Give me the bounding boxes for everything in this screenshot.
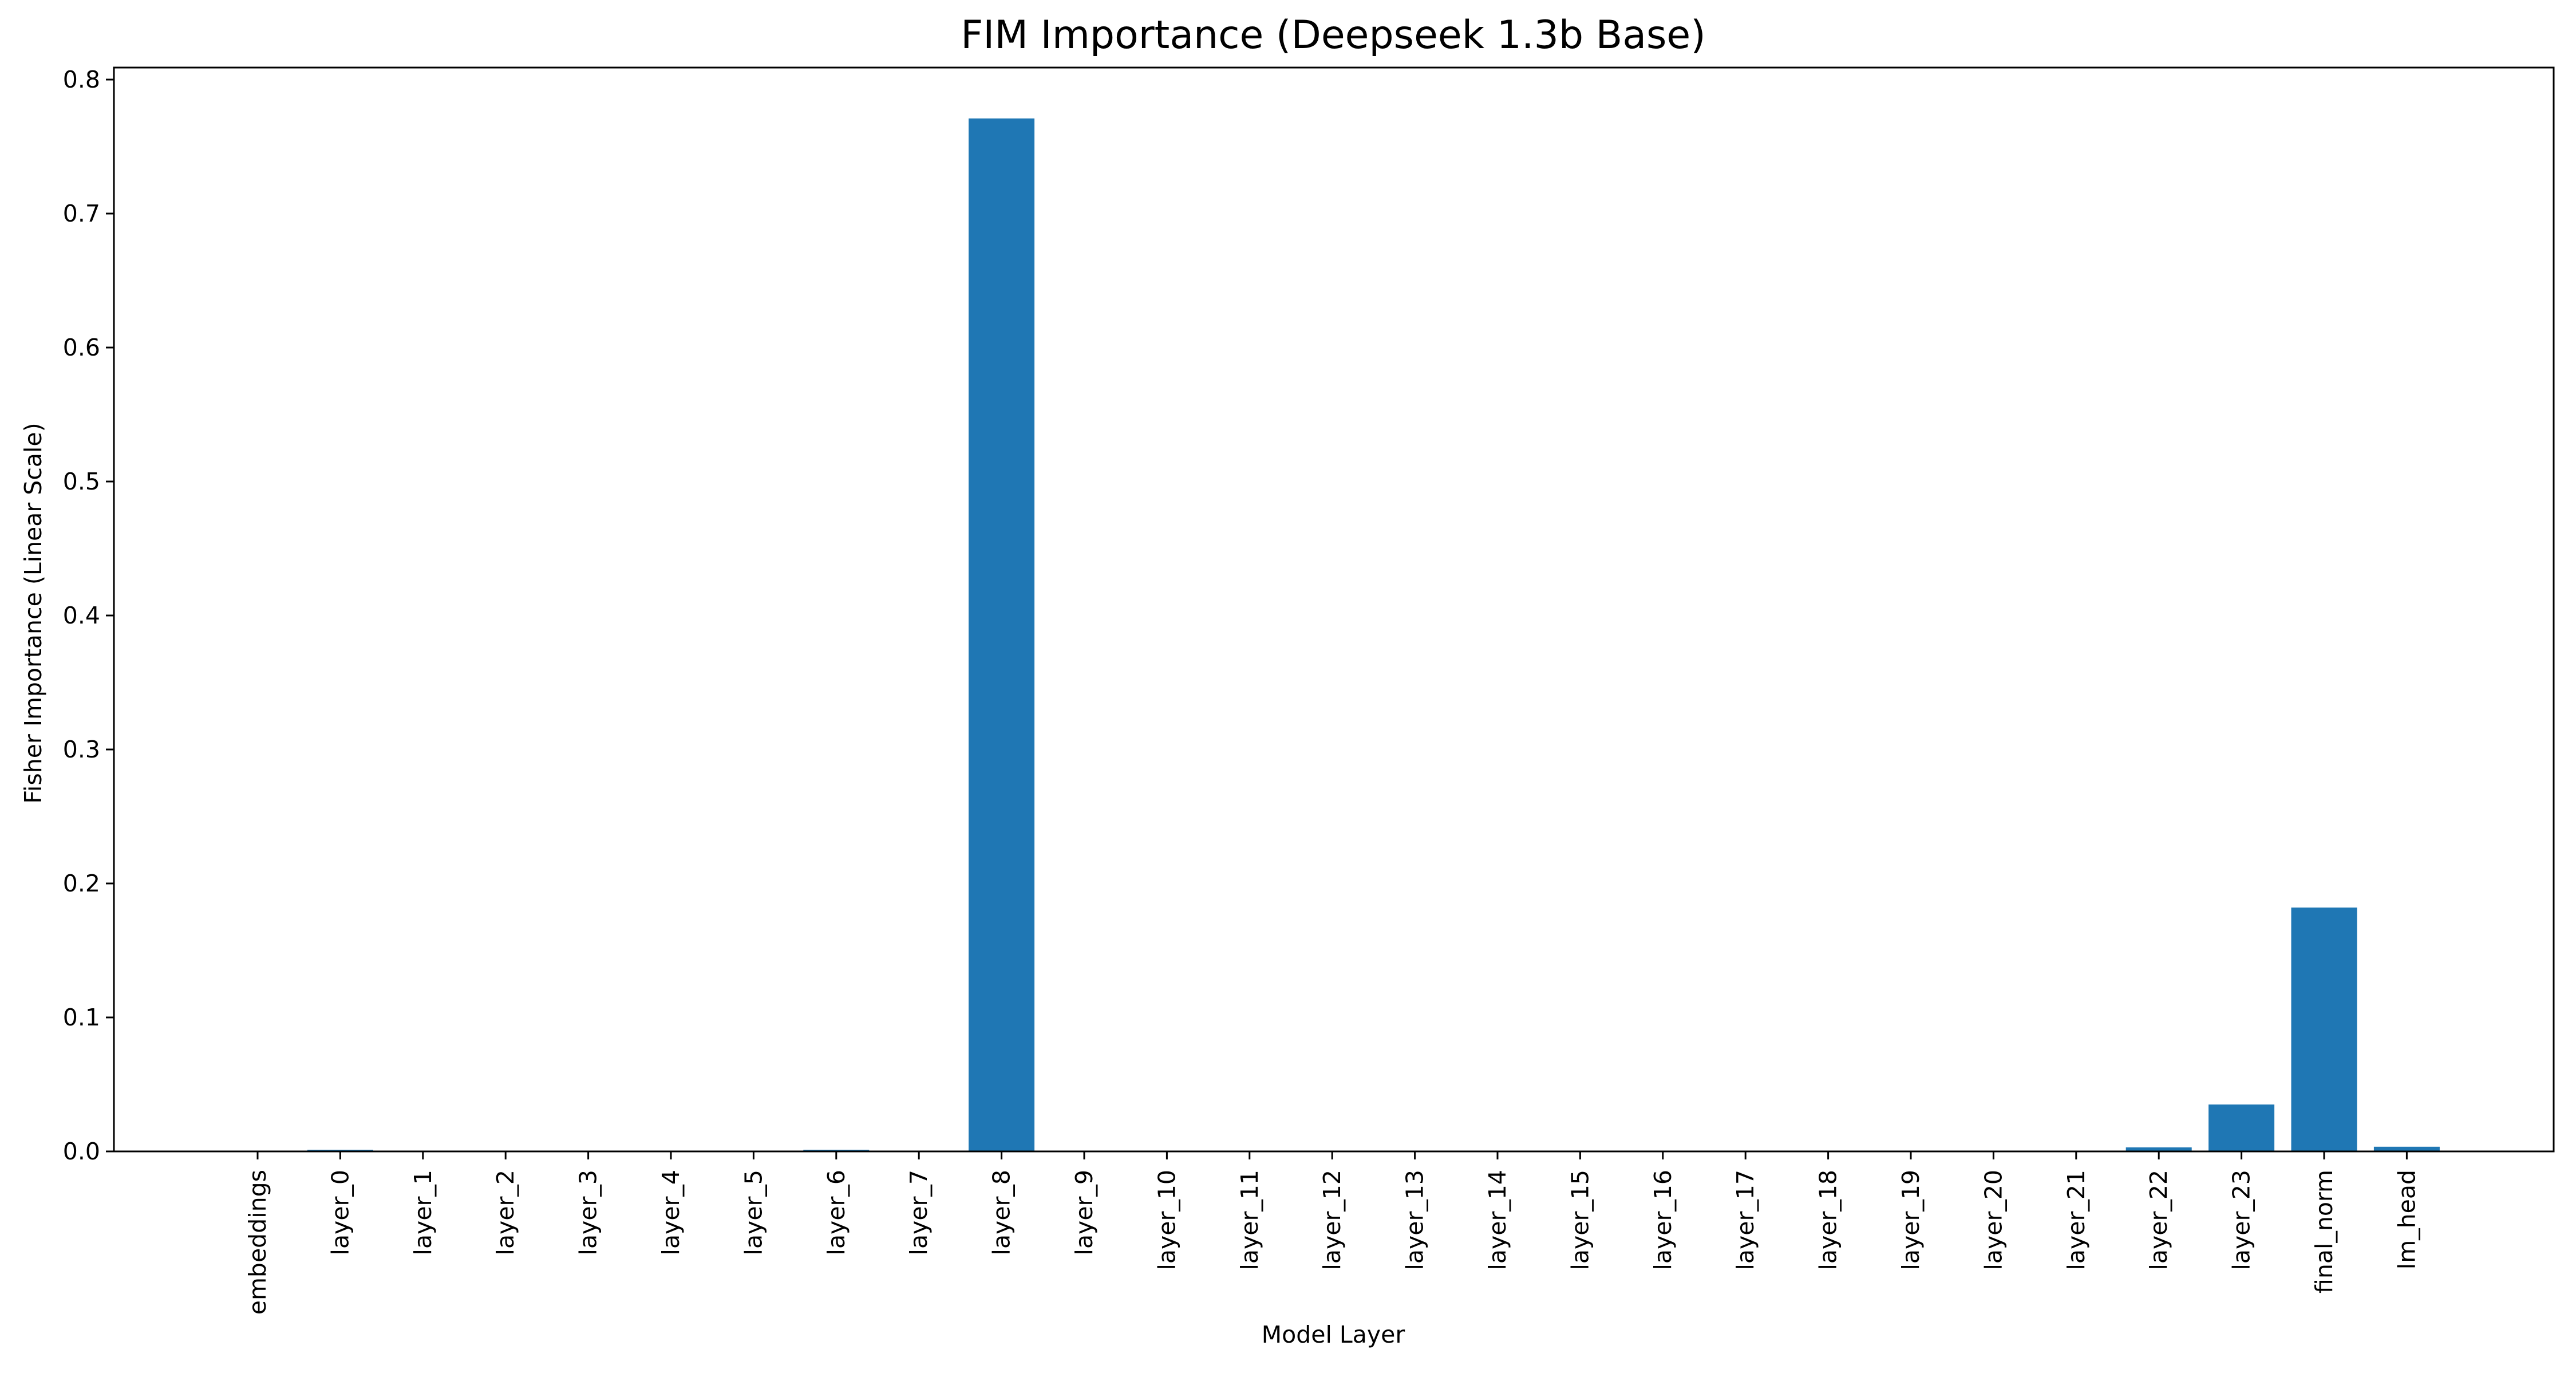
x-tick-label: layer_20 [1980,1170,2007,1271]
chart-title: FIM Importance (Deepseek 1.3b Base) [961,13,1706,58]
x-tick-label: layer_5 [740,1170,767,1255]
x-tick-label: layer_19 [1897,1170,1925,1271]
x-tick-label: layer_8 [988,1170,1016,1255]
x-tick-label: final_norm [2310,1170,2338,1293]
x-tick-label: layer_23 [2228,1170,2255,1271]
x-tick-label: lm_head [2393,1170,2420,1269]
x-tick-label: layer_17 [1732,1170,1759,1271]
x-tick-label: layer_4 [657,1170,685,1255]
bar-layer-8 [969,119,1034,1151]
y-tick-label: 0.4 [63,602,100,629]
x-tick-label: layer_0 [326,1170,354,1255]
x-tick-label: layer_15 [1566,1170,1594,1271]
x-tick-label: layer_18 [1815,1170,1842,1271]
x-tick-label: layer_16 [1649,1170,1677,1271]
x-axis-label: Model Layer [1262,1321,1405,1348]
y-tick-label: 0.2 [63,870,100,897]
x-tick-label: layer_3 [575,1170,602,1255]
x-tick-label: layer_11 [1236,1170,1263,1271]
x-tick-label: layer_1 [409,1170,437,1255]
y-tick-label: 0.8 [63,66,100,93]
y-tick-label: 0.7 [63,200,100,227]
x-tick-label: layer_9 [1070,1170,1098,1255]
y-axis-label: Fisher Importance (Linear Scale) [19,423,47,803]
x-tick-label: layer_22 [2145,1170,2172,1271]
y-tick-label: 0.0 [63,1138,100,1165]
bar-final-norm [2291,908,2357,1151]
x-tick-label: layer_2 [492,1170,519,1255]
x-tick-label: layer_12 [1318,1170,1346,1271]
x-tick-label: layer_7 [905,1170,933,1255]
x-tick-label: layer_6 [823,1170,850,1255]
x-tick-label: layer_14 [1484,1170,1511,1271]
y-tick-label: 0.3 [63,736,100,763]
y-tick-label: 0.6 [63,334,100,361]
y-tick-label: 0.5 [63,468,100,495]
x-tick-label: layer_21 [2063,1170,2090,1271]
bar-layer-23 [2208,1104,2274,1151]
y-tick-label: 0.1 [63,1004,100,1031]
x-tick-label: layer_13 [1401,1170,1429,1271]
x-tick-label: embeddings [244,1170,271,1315]
x-tick-label: layer_10 [1153,1170,1180,1271]
